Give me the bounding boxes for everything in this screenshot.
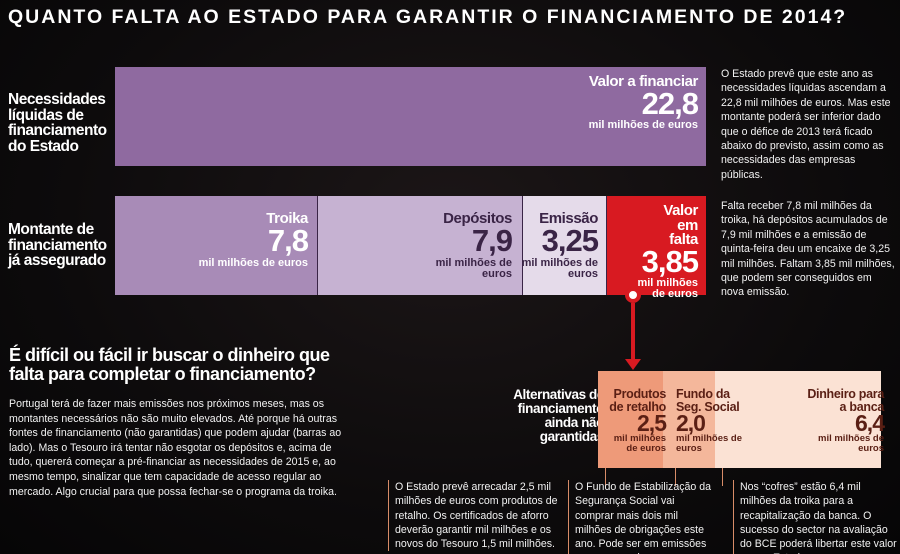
bar-depositos bbox=[317, 196, 522, 295]
segment-label-produtos-retalho: Produtos de retalho 2,5 mil milhões de e… bbox=[606, 387, 667, 454]
segment-unit: mil milhões de euros bbox=[637, 276, 698, 300]
segment-label-dinheiro-banca: Dinheiro para a banca 6,4 mil milhões de… bbox=[800, 387, 885, 454]
bar-produtos-retalho bbox=[598, 371, 663, 468]
bar-troika bbox=[115, 196, 318, 295]
bar-fundo-seg-social bbox=[663, 371, 715, 468]
segment-value: 7,9 bbox=[471, 222, 513, 258]
segment-unit: mil milhões de euros bbox=[613, 433, 666, 454]
segment-label-troika: Troika 7,8 mil milhões de euros bbox=[160, 210, 309, 269]
segment-label-valor-a-financiar: Valor a financiar 22,8 mil milhões de eu… bbox=[560, 73, 699, 131]
segment-name: Dinheiro para a banca bbox=[807, 387, 884, 414]
segment-label-valor-em-falta: Valor em falta 3,85 mil milhões de euros bbox=[608, 202, 699, 301]
leader-line-retalho bbox=[605, 468, 606, 486]
connector-arrowhead bbox=[625, 359, 641, 370]
note-fundo: O Fundo de Estabilização da Segurança So… bbox=[568, 480, 716, 554]
segment-name: Valor a financiar bbox=[588, 73, 698, 90]
segment-label-emissao: Emissão 3,25 mil milhões de euros bbox=[520, 210, 599, 281]
question-heading: É difícil ou fácil ir buscar o dinheiro … bbox=[9, 345, 330, 384]
question-body: Portugal terá de fazer mais emissões nos… bbox=[9, 398, 342, 498]
segment-value: 3,85 bbox=[641, 243, 699, 279]
segment-unit: mil milhões de euros bbox=[818, 433, 884, 454]
segment-name: Depósitos bbox=[443, 210, 512, 227]
row2-note: Falta receber 7,8 mil milhões da troika,… bbox=[721, 200, 895, 299]
segment-value: 2,0 bbox=[676, 410, 706, 436]
segment-unit: mil milhões de euros bbox=[588, 118, 698, 131]
segment-name: Troika bbox=[266, 210, 308, 227]
segment-name: Valor em falta bbox=[663, 202, 698, 248]
row1-note: O Estado prevê que este ano as necessida… bbox=[721, 68, 891, 181]
row2-label: Montante de financiamento já assegurado bbox=[8, 221, 107, 269]
note-retalho: O Estado prevê arrecadar 2,5 mil milhões… bbox=[388, 480, 558, 552]
segment-unit: mil milhões de euros bbox=[198, 256, 308, 269]
segment-value: 3,25 bbox=[541, 222, 599, 258]
segment-value: 2,5 bbox=[637, 410, 667, 436]
segment-value: 7,8 bbox=[267, 222, 309, 258]
row3-label: Alternativas de financiamento ainda não … bbox=[513, 387, 604, 444]
segment-unit: mil milhões de euros bbox=[435, 256, 512, 280]
note-banca: Nos “cofres” estão 6,4 mil milhões da tr… bbox=[733, 480, 897, 554]
segment-label-fundo-seg-social: Fundo da Seg. Social 2,0 mil milhões de … bbox=[676, 388, 744, 454]
segment-value: 22,8 bbox=[641, 85, 699, 121]
bar-valor-em-falta bbox=[606, 196, 706, 295]
segment-name: Produtos de retalho bbox=[609, 387, 666, 414]
bar-emissao bbox=[521, 196, 607, 295]
segment-label-depositos: Depósitos 7,9 mil milhões de euros bbox=[410, 210, 513, 281]
segment-unit: mil milhões de euros bbox=[521, 256, 598, 280]
segment-name: Fundo da Seg. Social bbox=[676, 387, 740, 414]
connector-marker bbox=[625, 287, 641, 303]
bar-valor-a-financiar bbox=[115, 67, 706, 166]
chart-title: QUANTO FALTA AO ESTADO PARA GARANTIR O F… bbox=[8, 6, 848, 28]
leader-line-banca bbox=[722, 468, 723, 486]
segment-unit: mil milhões de euros bbox=[676, 433, 742, 454]
leader-line-fundo bbox=[675, 468, 676, 486]
segment-value: 6,4 bbox=[855, 410, 885, 436]
connector-line bbox=[631, 303, 635, 361]
bar-dinheiro-banca bbox=[714, 371, 881, 468]
row1-label: Necessidades líquidas de financiamento d… bbox=[8, 91, 107, 155]
segment-name: Emissão bbox=[539, 210, 598, 227]
